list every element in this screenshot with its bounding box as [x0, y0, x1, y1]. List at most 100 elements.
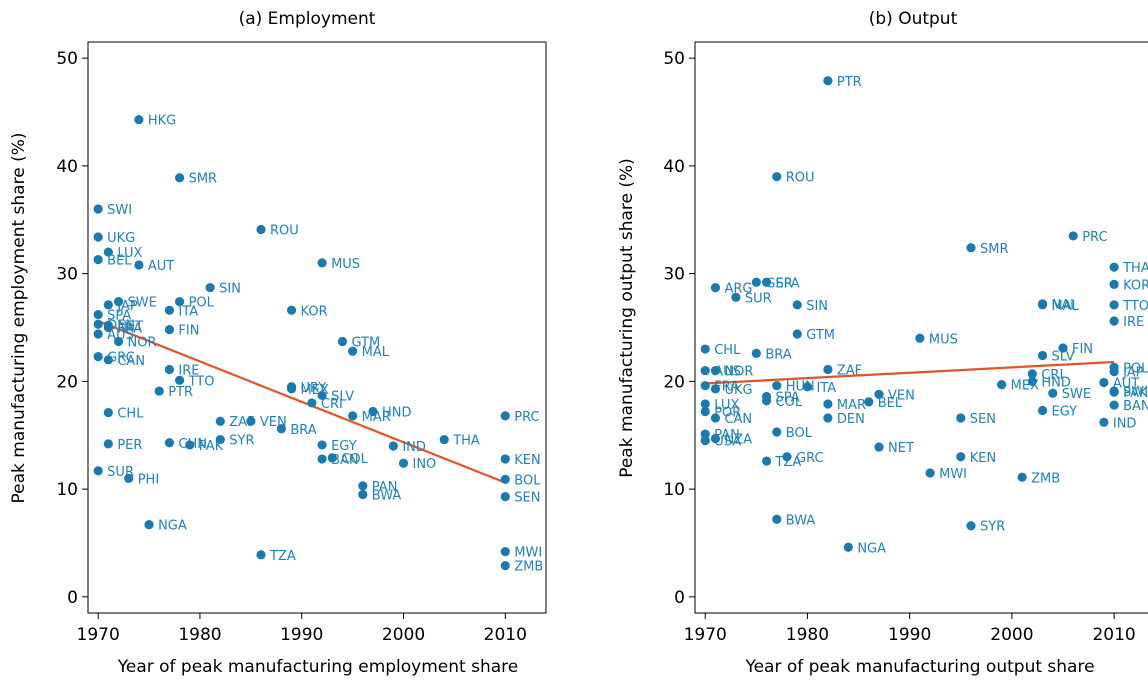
data-point: [761, 396, 772, 406]
point-label: GRC: [796, 451, 824, 466]
y-axis-label: Peak manufacturing output share (%): [617, 158, 637, 478]
data-point: [1109, 367, 1119, 377]
x-tick-label: 1990: [888, 625, 931, 645]
point-label: SEN: [514, 491, 540, 506]
point-label: EGY: [331, 439, 357, 454]
data-point: [761, 456, 772, 466]
point-label: DEN: [107, 318, 135, 333]
data-point: [710, 413, 721, 423]
point-label: SEN: [970, 412, 996, 427]
point-label: AUS: [107, 328, 134, 343]
y-tick-label: 50: [56, 49, 78, 69]
point-label: SPA: [776, 276, 800, 291]
data-point: [874, 389, 884, 399]
data-point: [317, 390, 327, 400]
data-point: [1109, 316, 1119, 326]
data-point: [792, 300, 802, 310]
data-point: [134, 260, 144, 270]
point-label: USA: [714, 435, 741, 450]
point-label: CRI: [1041, 368, 1063, 383]
x-axis-label: Year of peak manufacturing output share: [744, 657, 1094, 677]
point-label: FIN: [178, 324, 199, 339]
point-label: UKG: [724, 383, 752, 398]
point-label: BEL: [878, 396, 903, 411]
data-point: [164, 325, 175, 335]
point-label: SMR: [189, 172, 218, 187]
chart-title: (b) Output: [869, 9, 958, 29]
point-label: MWI: [514, 546, 542, 561]
data-point: [500, 546, 510, 557]
point-label: FRA: [714, 380, 739, 395]
data-point: [368, 406, 378, 417]
panel-output: (b) Output Year of peak manufacturing ou…: [617, 9, 1148, 677]
point-label: THA: [1122, 261, 1148, 276]
data-point: [823, 399, 833, 409]
data-point: [997, 380, 1007, 390]
x-axis-label: Year of peak manufacturing employment sh…: [117, 657, 518, 677]
data-point: [710, 384, 721, 394]
point-label: NOR: [128, 336, 157, 351]
point-label: SWI: [107, 203, 132, 218]
point-label: MWI: [939, 467, 967, 482]
data-point: [337, 336, 348, 347]
point-label: PAK: [1123, 386, 1148, 401]
data-point: [500, 560, 510, 571]
point-label: NGA: [158, 519, 187, 534]
point-label: FIN: [1072, 342, 1093, 357]
y-tick-label: 40: [663, 157, 685, 177]
point-label: PRC: [1082, 230, 1107, 245]
point-label: ROU: [270, 223, 299, 238]
point-label: MAL: [1052, 299, 1080, 314]
y-tick-label: 40: [56, 157, 78, 177]
point-label: ROU: [786, 171, 815, 186]
data-point: [103, 408, 113, 418]
point-label: BEL: [107, 254, 132, 269]
data-point: [700, 399, 710, 409]
point-label: SMR: [980, 242, 1009, 257]
data-point: [317, 454, 327, 464]
y-tick-label: 30: [663, 265, 685, 285]
data-point: [761, 277, 772, 287]
point-label: KOR: [1123, 278, 1148, 293]
point-label: NET: [117, 319, 143, 334]
data-point: [772, 172, 782, 182]
point-label: IRE: [1123, 315, 1144, 330]
data-point: [286, 305, 297, 315]
data-point: [256, 550, 266, 560]
data-point: [113, 297, 124, 307]
data-point: [93, 329, 103, 339]
point-label: THA: [452, 434, 480, 449]
y-tick-label: 30: [56, 265, 78, 285]
point-label: EGY: [1052, 404, 1078, 419]
data-point: [966, 521, 976, 531]
point-label: SLV: [331, 389, 354, 404]
point-label: HND: [1041, 375, 1071, 390]
x-tick-label: 1970: [77, 625, 120, 645]
point-label: HKG: [148, 114, 176, 129]
data-point: [215, 434, 225, 445]
data-point: [93, 204, 103, 214]
data-point: [772, 427, 782, 437]
point-label: INO: [413, 457, 437, 472]
data-point: [1109, 262, 1119, 272]
data-point: [1109, 387, 1119, 397]
data-point: [772, 381, 782, 391]
data-point: [286, 384, 297, 394]
point-label: PAK: [199, 439, 224, 454]
data-point: [134, 114, 144, 125]
point-label: GTM: [351, 336, 380, 351]
point-label: MUS: [929, 332, 958, 347]
point-label: DEN: [837, 412, 865, 427]
data-point: [500, 492, 510, 502]
point-label: SYR: [229, 434, 254, 449]
data-point: [710, 433, 721, 444]
data-point: [802, 382, 813, 392]
data-point: [1099, 417, 1109, 427]
point-label: IND: [1113, 416, 1137, 431]
point-label: BOL: [786, 426, 813, 441]
point-label: ZAF: [837, 364, 862, 379]
point-label: BRA: [290, 423, 316, 438]
data-point: [388, 441, 398, 451]
data-point: [823, 364, 833, 375]
